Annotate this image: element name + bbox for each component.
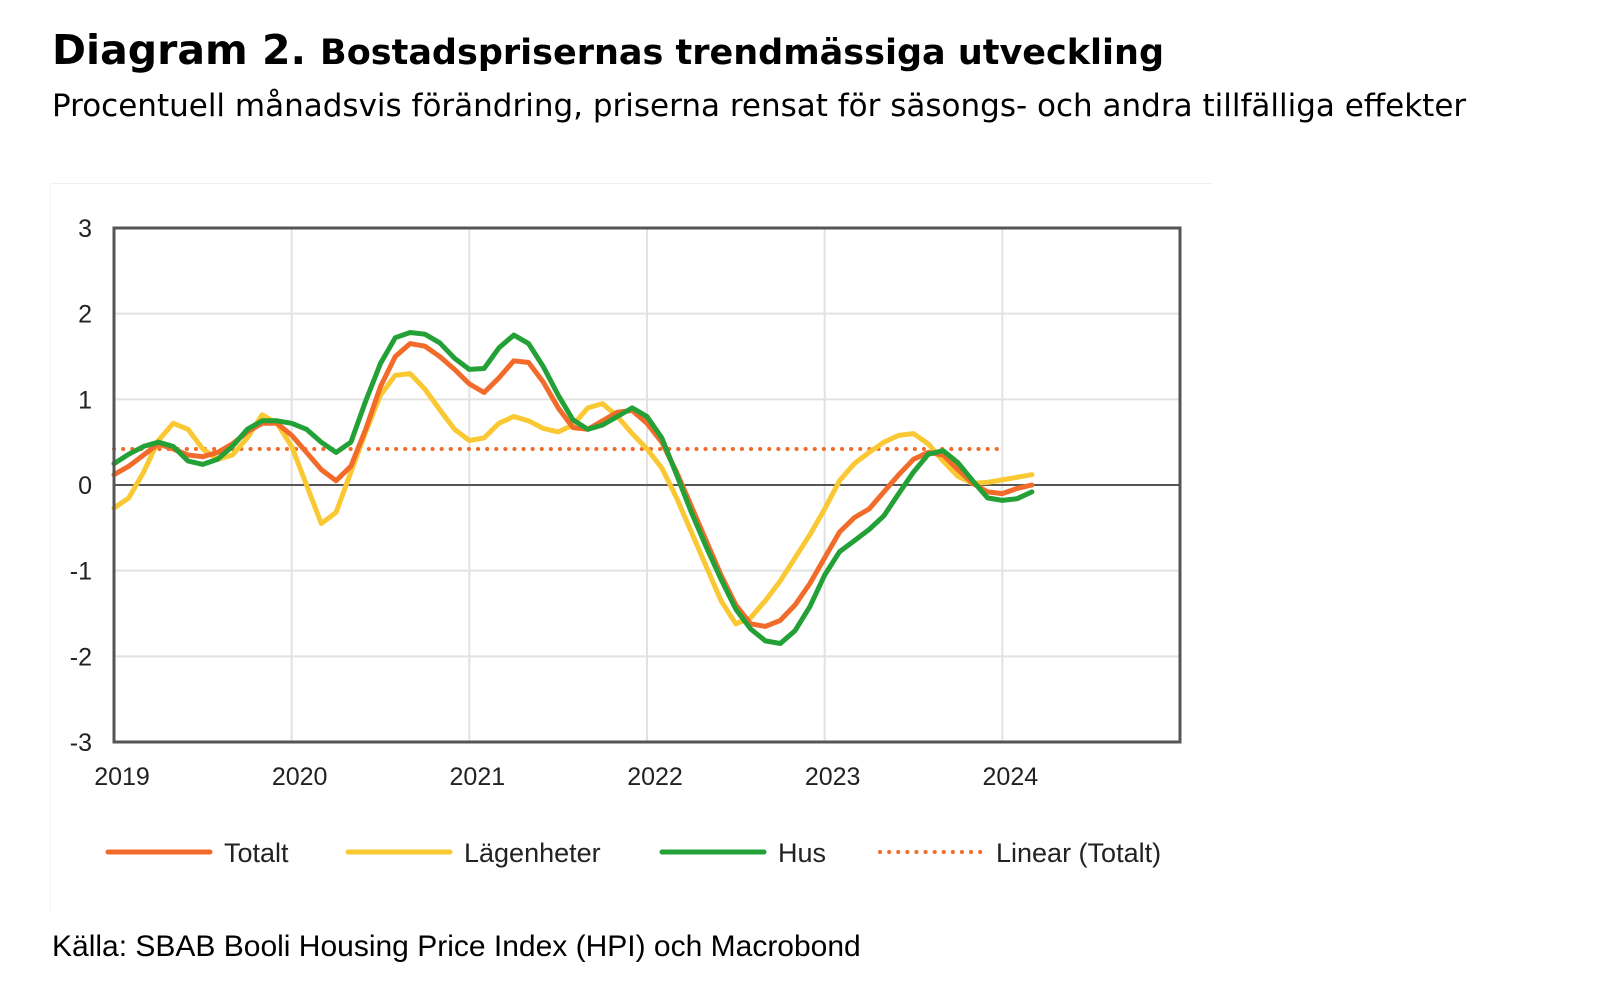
y-axis-ticks: 3 2 1 0 -1 -2 -3	[70, 215, 92, 757]
y-tick-label: -2	[70, 643, 92, 671]
title-lead: Diagram 2.	[52, 26, 307, 74]
series-line-hus	[111, 330, 1035, 646]
x-tick-label: 2022	[627, 763, 683, 791]
y-tick-label: 1	[78, 386, 92, 414]
chart-title: Diagram 2. Bostadsprisernas trendmässiga…	[52, 26, 1164, 74]
y-tick-label: -1	[70, 558, 92, 586]
x-tick-label: 2020	[272, 763, 328, 791]
legend-label: Totalt	[224, 838, 289, 868]
series-layer	[111, 330, 1035, 646]
x-axis-ticks: 2019 2020 2021 2022 2023 2024	[94, 763, 1038, 791]
y-tick-label: 0	[78, 472, 92, 500]
y-tick-label: 3	[78, 215, 92, 243]
legend-label: Lägenheter	[464, 838, 601, 868]
legend-label: Linear (Totalt)	[996, 838, 1161, 868]
y-tick-label: 2	[78, 301, 92, 329]
chart-subtitle: Procentuell månadsvis förändring, priser…	[52, 88, 1467, 124]
title-rest: Bostadsprisernas trendmässiga utveckling	[320, 33, 1165, 73]
chart-frame	[50, 183, 1213, 912]
y-tick-label: -3	[70, 729, 92, 757]
plot-border	[112, 226, 1182, 744]
legend: Totalt Lägenheter Hus Linear (Totalt)	[105, 838, 1161, 868]
x-tick-label: 2024	[983, 763, 1039, 791]
x-tick-label: 2023	[805, 763, 861, 791]
legend-label: Hus	[778, 838, 826, 868]
source-note: Källa: SBAB Booli Housing Price Index (H…	[52, 930, 861, 963]
x-tick-label: 2021	[450, 763, 506, 791]
x-tick-label: 2019	[94, 763, 150, 791]
